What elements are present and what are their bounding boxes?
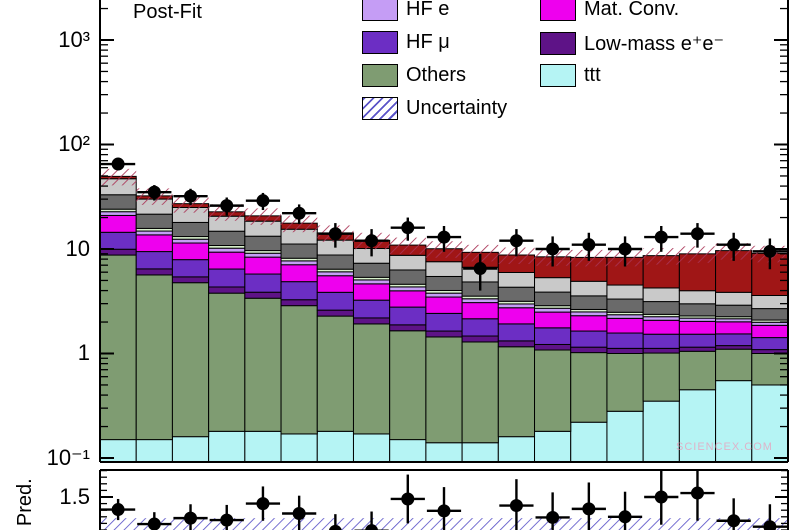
legend-swatch-uncertainty (362, 97, 398, 120)
axes (99, 0, 789, 530)
ratio-axis-title: Data / Pred. (14, 478, 37, 530)
post-fit-label: Post-Fit (133, 1, 202, 23)
legend-label-low-mass-ee: Low-mass e⁺e⁻ (584, 33, 725, 55)
legend-item-low-mass-ee: Low-mass e⁺e⁻ (540, 31, 724, 56)
stack-series-hf- (100, 231, 788, 351)
legend-swatch-others (362, 64, 398, 87)
legend-label-hf-e: HF e (406, 0, 450, 20)
ratio-points (101, 470, 787, 530)
y-tick-label-1: 1 (77, 340, 90, 365)
ratio-tick-label-1p5: 1.5 (59, 484, 90, 509)
ratio-panel (100, 470, 788, 530)
legend-item-others: Others (362, 64, 466, 87)
legend-item-hf-e: HF e (362, 0, 449, 21)
y-tick-label-1e3: 10³ (58, 27, 90, 52)
watermark: SCIENCEX.COM (676, 441, 773, 453)
legend-item-uncertainty: Uncertainty (362, 97, 507, 120)
stack-series-low-mass-e-e- (100, 248, 788, 355)
y-tick-label-10: 10 (65, 236, 90, 261)
stack-series-unlabeled-light-gray (100, 178, 788, 310)
main-panel (100, 157, 788, 462)
legend-item-hf-mu: HF μ (362, 31, 450, 54)
legend-swatch-hf-mu (362, 31, 398, 54)
legend-label-others: Others (406, 64, 467, 86)
stack-series-ttt (100, 380, 788, 462)
legend-label-hf-mu: HF μ (406, 31, 450, 53)
legend-item-mat-conv: Mat. Conv. (540, 0, 679, 21)
legend-label-ttt: ttt (584, 64, 601, 86)
legend-label-uncertainty: Uncertainty (406, 97, 508, 119)
legend-item-ttt: ttt (540, 64, 601, 87)
data-points (101, 157, 787, 291)
legend-swatch-mat-conv (540, 0, 576, 21)
legend-swatch-ttt (540, 64, 576, 87)
legend-swatch-low-mass-ee (540, 32, 576, 55)
stack-series-others (100, 254, 788, 444)
legend-label-mat-conv: Mat. Conv. (584, 0, 680, 20)
y-tick-label-1e-1: 10⁻¹ (46, 445, 90, 470)
legend-swatch-hf-e (362, 0, 398, 21)
y-tick-label-1e2: 10² (58, 131, 90, 156)
